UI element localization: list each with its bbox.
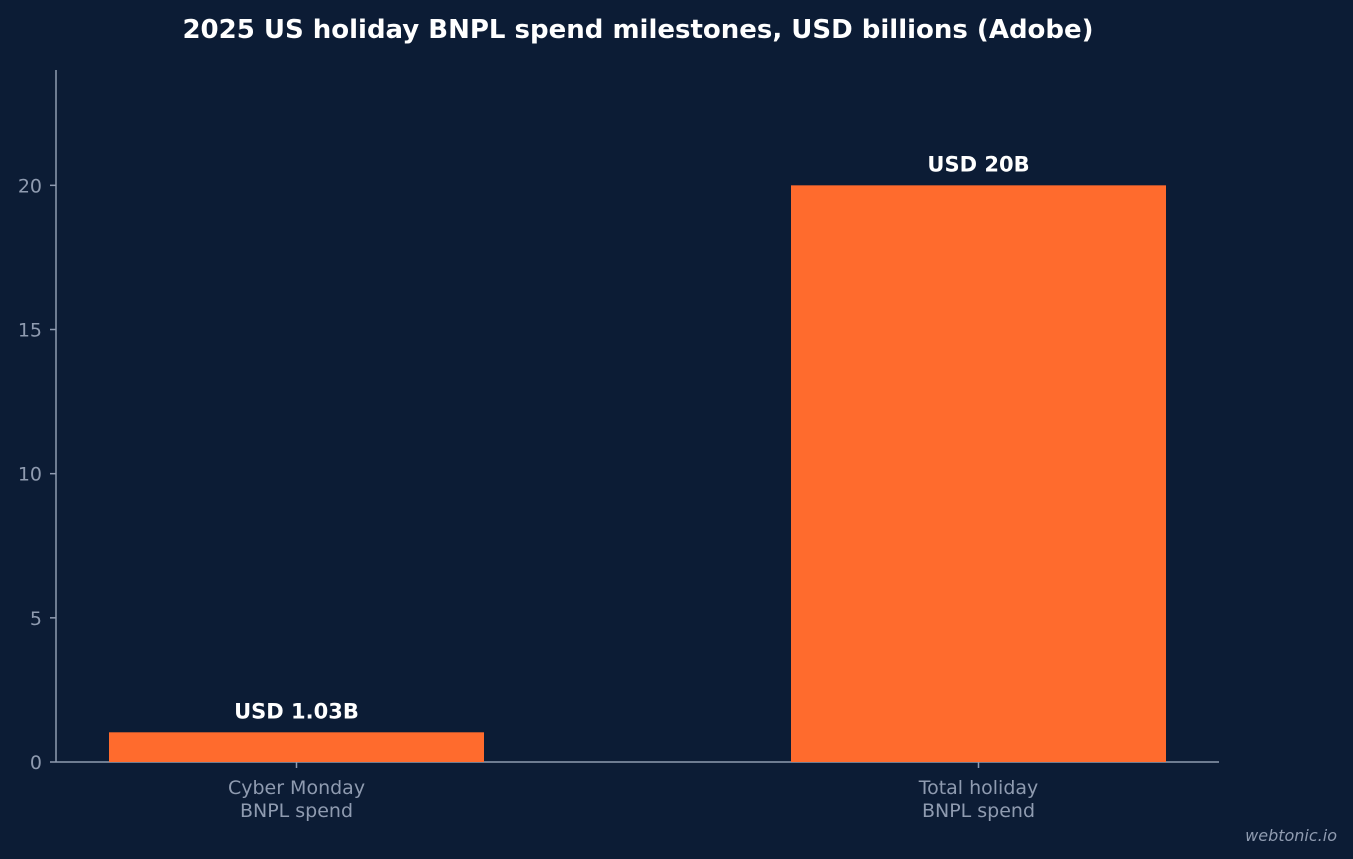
y-tick-label: 10: [18, 464, 42, 486]
chart-bars: [109, 185, 1166, 763]
y-tick-label: 15: [18, 320, 42, 342]
watermark-text: webtonic.io: [1245, 826, 1337, 845]
y-tick-label: 5: [30, 608, 42, 630]
bar: [791, 185, 1166, 763]
x-tick-label: Cyber Monday BNPL spend: [228, 777, 365, 822]
bar: [109, 732, 484, 762]
data-label: USD 1.03B: [234, 699, 359, 723]
y-tick-label: 20: [18, 175, 42, 197]
y-tick-label: 0: [30, 752, 42, 774]
chart-title: 2025 US holiday BNPL spend milestones, U…: [182, 15, 1093, 45]
chart-labels: Cyber Monday BNPL spend USD 1.03B Total hol…: [228, 152, 1038, 822]
x-tick-label: Total holiday BNPL spend: [918, 777, 1039, 822]
data-label: USD 20B: [927, 152, 1029, 176]
